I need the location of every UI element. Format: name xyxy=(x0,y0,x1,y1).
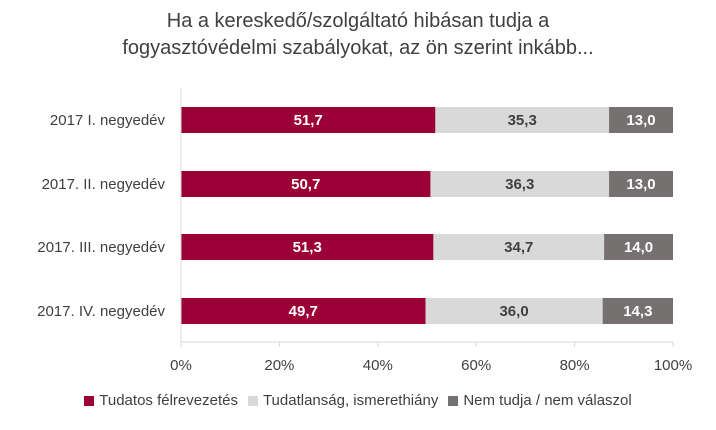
data-label: 35,3 xyxy=(508,112,537,129)
category-label: 2017. II. negyedév xyxy=(42,176,166,193)
legend-item: Nem tudja / nem válaszol xyxy=(448,392,632,409)
legend-swatch xyxy=(448,395,459,406)
legend-label: Nem tudja / nem válaszol xyxy=(463,392,632,409)
data-label: 49,7 xyxy=(289,303,318,320)
bar-segment xyxy=(181,234,434,260)
bar-segment xyxy=(435,107,610,133)
legend-swatch xyxy=(247,395,258,406)
data-label: 50,7 xyxy=(291,176,320,193)
chart-title-line-2: fogyasztóvédelmi szabályokat, az ön szer… xyxy=(122,37,594,59)
x-tick-label: 20% xyxy=(264,357,294,374)
category-label: 2017 I. negyedév xyxy=(50,112,166,129)
legend-item: Tudatos félrevezetés xyxy=(84,392,238,409)
bar-segment xyxy=(604,234,673,260)
legend-item: Tudatlanság, ismerethiány xyxy=(247,392,439,409)
legend-label: Tudatos félrevezetés xyxy=(99,392,238,409)
category-label: 2017. III. negyedév xyxy=(37,239,165,256)
data-label: 13,0 xyxy=(626,176,655,193)
x-tick-label: 40% xyxy=(363,357,393,374)
data-label: 51,7 xyxy=(294,112,323,129)
legend-swatch xyxy=(84,395,95,406)
chart-title-line-1: Ha a kereskedő/szolgáltató hibásan tudja… xyxy=(166,10,550,32)
x-tick-label: 100% xyxy=(654,357,692,374)
data-label: 36,0 xyxy=(499,303,528,320)
legend-label: Tudatlanság, ismerethiány xyxy=(262,392,439,409)
x-tick-label: 80% xyxy=(560,357,590,374)
bar-segment xyxy=(602,298,673,324)
chart-title: Ha a kereskedő/szolgáltató hibásan tudja… xyxy=(0,8,716,62)
bar-segment xyxy=(430,171,610,197)
bar-segment xyxy=(433,234,605,260)
bar-segment xyxy=(609,107,673,133)
data-label: 51,3 xyxy=(293,239,322,256)
data-label: 14,0 xyxy=(624,239,653,256)
bar-segment xyxy=(181,298,426,324)
bar-segment xyxy=(181,107,436,133)
x-tick-label: 60% xyxy=(461,357,491,374)
data-label: 14,3 xyxy=(623,303,652,320)
data-label: 34,7 xyxy=(504,239,533,256)
x-tick-label: 0% xyxy=(170,357,192,374)
category-label: 2017. IV. negyedév xyxy=(37,303,165,320)
bar-segment xyxy=(425,298,603,324)
data-label: 13,0 xyxy=(626,112,655,129)
bar-segment xyxy=(609,171,673,197)
legend: Tudatos félrevezetés Tudatlanság, ismeret… xyxy=(0,392,716,409)
data-label: 36,3 xyxy=(505,176,534,193)
bar-segment xyxy=(181,171,431,197)
